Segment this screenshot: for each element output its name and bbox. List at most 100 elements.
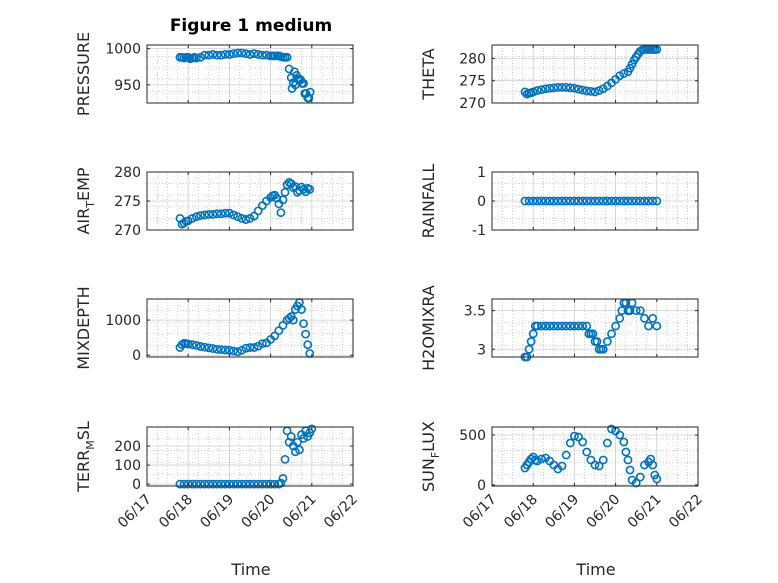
figure-title: Figure 1 medium — [170, 16, 332, 36]
data-point — [631, 478, 641, 488]
data-point — [212, 344, 222, 354]
data-point — [257, 479, 267, 489]
data-point — [586, 87, 596, 96]
y-tick-label: 1000 — [105, 42, 141, 58]
subplot-2: 270 275 280 THETA — [419, 44, 699, 112]
data-point — [220, 345, 230, 355]
data-point — [276, 478, 286, 488]
subplot-1: 950 1000 PRESSURE — [74, 32, 354, 116]
data-point — [541, 84, 550, 94]
data-point — [594, 196, 604, 206]
data-point — [220, 208, 230, 218]
series-markers — [520, 424, 662, 488]
data-point — [561, 196, 571, 206]
data-point — [574, 84, 583, 94]
data-point — [196, 479, 205, 489]
data-point — [241, 49, 251, 59]
data-point — [305, 184, 315, 194]
data-point — [192, 53, 201, 63]
data-point — [245, 479, 255, 489]
data-point — [635, 472, 645, 482]
data-point — [257, 339, 267, 349]
data-point — [625, 306, 635, 315]
data-point — [532, 321, 542, 331]
data-point — [212, 479, 222, 489]
data-point — [561, 450, 571, 460]
subplot-3: 270 275 280 AIRTEMP — [74, 165, 354, 239]
data-point — [652, 321, 662, 331]
axes-frame — [146, 44, 354, 104]
data-point — [631, 306, 641, 315]
data-point — [532, 456, 542, 466]
data-point — [594, 461, 604, 471]
series-markers — [175, 298, 315, 358]
data-point — [249, 479, 259, 489]
data-point — [541, 321, 550, 331]
data-point — [541, 196, 550, 206]
data-point — [602, 438, 612, 448]
data-point — [237, 213, 247, 223]
data-point — [644, 321, 653, 331]
data-point — [565, 196, 575, 206]
data-point — [208, 209, 218, 219]
data-point — [578, 196, 588, 206]
data-point — [303, 340, 313, 350]
y-tick-label: 500 — [459, 428, 486, 444]
data-point — [524, 344, 534, 354]
data-point — [617, 306, 627, 315]
data-point — [652, 196, 662, 206]
data-point — [216, 50, 226, 60]
x-axis-label: Time — [230, 560, 270, 579]
data-point — [561, 321, 571, 331]
data-point — [307, 424, 317, 434]
data-point — [233, 48, 243, 58]
data-point — [640, 196, 649, 206]
data-point — [611, 321, 620, 331]
data-point — [545, 321, 555, 331]
data-point — [266, 479, 275, 489]
data-point — [578, 437, 588, 447]
data-point — [602, 337, 612, 346]
series-markers — [175, 48, 315, 103]
data-point — [557, 196, 567, 206]
series-markers — [175, 178, 315, 229]
data-point — [623, 455, 633, 465]
data-point — [582, 86, 592, 96]
data-point — [249, 343, 259, 352]
data-point — [640, 313, 649, 323]
y-axis-label: RAINFALL — [419, 164, 438, 239]
data-point — [590, 196, 600, 206]
data-point — [570, 321, 579, 331]
data-point — [224, 208, 234, 218]
data-point — [216, 209, 226, 219]
data-point — [588, 329, 598, 339]
series-markers — [520, 45, 662, 99]
data-point — [229, 479, 238, 489]
data-point — [270, 331, 280, 341]
data-point — [582, 196, 592, 206]
data-point — [299, 434, 308, 443]
data-point — [621, 447, 631, 457]
y-tick-label: 270 — [114, 223, 141, 239]
data-point — [187, 340, 197, 350]
data-point — [278, 473, 288, 483]
data-point — [208, 50, 218, 59]
y-axis-label: SUNFLUX — [419, 421, 442, 492]
data-point — [179, 479, 189, 489]
data-point — [565, 83, 575, 93]
data-point — [220, 479, 230, 489]
data-point — [192, 212, 201, 222]
data-point — [280, 454, 290, 464]
y-tick-label: 0 — [132, 348, 141, 364]
data-point — [229, 346, 238, 356]
data-point — [192, 340, 201, 350]
data-point — [233, 347, 243, 357]
data-point — [216, 345, 226, 355]
data-point — [528, 87, 538, 97]
data-point — [549, 321, 559, 331]
data-point — [212, 50, 222, 60]
data-point — [592, 337, 602, 346]
data-point — [301, 329, 311, 339]
data-point — [631, 196, 641, 206]
